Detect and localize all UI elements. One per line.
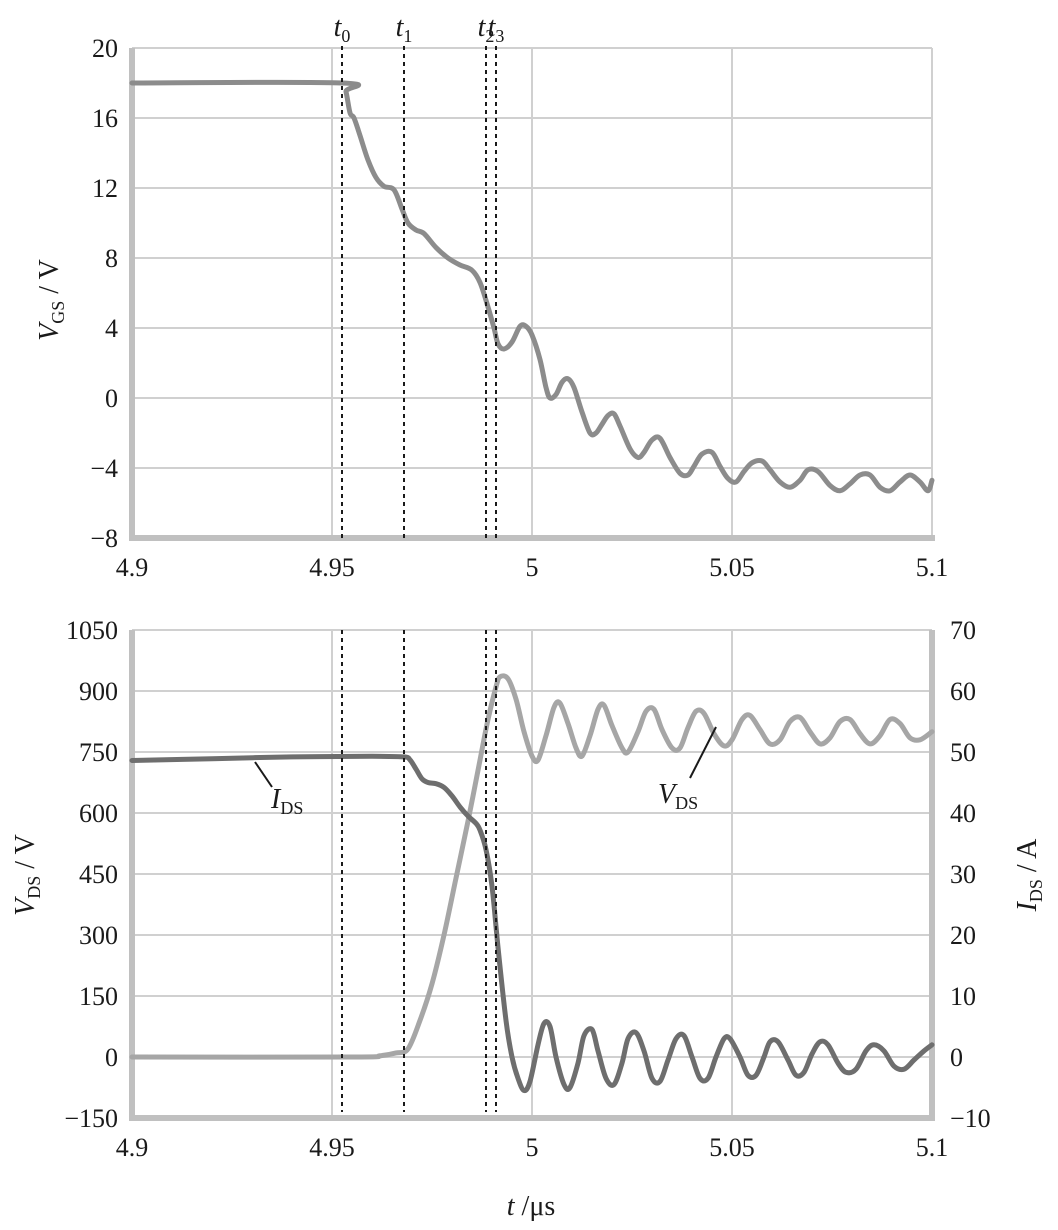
vgs-y-tick-label: −8 [90, 524, 118, 553]
vds-leader-line [689, 726, 717, 779]
vgs-y-tick-label: 4 [105, 314, 118, 343]
vds-ids-y2-tick-label: 0 [950, 1043, 963, 1072]
vds-ids-y-tick-label: 750 [79, 738, 118, 767]
vds-ids-series [129, 673, 935, 1094]
vds-ids-y2-tick-label: 50 [950, 738, 976, 767]
time-axis-label: t /μs [507, 1191, 555, 1222]
ids-leader-line [254, 761, 273, 788]
vds-ids-y2-tick-label: 20 [950, 921, 976, 950]
vds-ids-y-tick-label: 600 [79, 799, 118, 828]
vds-ids-y-tick-label: 450 [79, 860, 118, 889]
vds-ids-series-ids [129, 753, 935, 1094]
vds-ids-y-tick-label: 1050 [66, 616, 118, 645]
vds-ids-y-tick-label: −150 [64, 1104, 118, 1133]
vgs-y-tick-label: 8 [105, 244, 118, 273]
vgs-series [129, 79, 935, 494]
vgs-y-tick-label: 0 [105, 384, 118, 413]
vds-ids-x-tick-label: 4.95 [309, 1133, 355, 1162]
vgs-panel: −8 −4 0 4 8 12 16 20 4.9 4.95 5 5.05 5.1 VGS / V [34, 34, 948, 582]
vgs-x-tick-label: 5 [526, 553, 539, 582]
vgs-x-tick-label: 4.9 [116, 553, 149, 582]
vgs-y-tick-label: −4 [90, 454, 118, 483]
vds-ids-y-tick-label: 300 [79, 921, 118, 950]
vgs-gridlines [132, 47, 933, 538]
vds-ids-y2-tick-label: 40 [950, 799, 976, 828]
marker-label-t0: t0 [334, 12, 351, 46]
vgs-axes [129, 48, 935, 541]
vds-ids-y-tick-label: 150 [79, 982, 118, 1011]
marker-label-t3: t3 [488, 12, 505, 46]
vds-ids-y2-tick-label: 30 [950, 860, 976, 889]
vds-ids-x-tick-label: 5 [526, 1133, 539, 1162]
vds-annotation: VDS [658, 726, 717, 813]
ids-annotation: IDS [254, 761, 303, 818]
vgs-x-tick-label: 5.1 [916, 553, 949, 582]
vgs-x-tick-label: 4.95 [309, 553, 355, 582]
vgs-x-tick-label: 5.05 [709, 553, 755, 582]
marker-label-t2: t2 [478, 12, 495, 46]
vds-ids-gridlines [132, 629, 933, 1118]
marker-label-t1: t1 [396, 12, 413, 46]
vds-ids-y2-tick-label: 60 [950, 677, 976, 706]
vds-annotation-label: VDS [658, 779, 698, 813]
vds-ids-y2-tick-label: 70 [950, 616, 976, 645]
vds-axis-label: VDS / V [10, 834, 44, 916]
ids-axis-label: IDS / A [1012, 838, 1046, 913]
vgs-y-tick-label: 16 [92, 104, 118, 133]
vds-ids-y2-tick-label: 10 [950, 982, 976, 1011]
vds-ids-x-tick-label: 4.9 [116, 1133, 149, 1162]
vgs-series-vgs [129, 79, 935, 494]
vds-ids-x-tick-label: 5.1 [916, 1133, 949, 1162]
vds-ids-x-tick-label: 5.05 [709, 1133, 755, 1162]
vds-ids-y-tick-label: 900 [79, 677, 118, 706]
vgs-y-tick-label: 12 [92, 174, 118, 203]
vds-ids-y-tick-label: 0 [105, 1043, 118, 1072]
ids-annotation-label: IDS [270, 784, 303, 818]
vgs-tick-labels: −8 −4 0 4 8 12 16 20 4.9 4.95 5 5.05 5.1 [90, 34, 948, 582]
vds-ids-axes [129, 630, 935, 1121]
vds-ids-y2-tick-label: −10 [950, 1104, 991, 1133]
vgs-y-tick-label: 20 [92, 34, 118, 63]
vgs-axis-label: VGS / V [34, 259, 68, 341]
vds-ids-series-vds [129, 673, 935, 1060]
